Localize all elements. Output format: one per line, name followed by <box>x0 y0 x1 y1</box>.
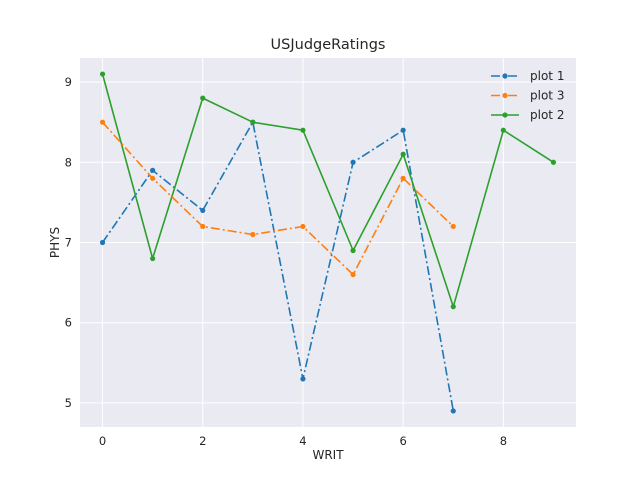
legend-marker <box>502 73 508 79</box>
data-point <box>99 119 106 125</box>
data-point <box>150 255 156 262</box>
data-point <box>350 271 356 278</box>
legend-item: plot 1 <box>491 69 564 83</box>
data-point <box>400 127 406 133</box>
x-tick-label: 6 <box>399 434 406 448</box>
x-axis-label: WRIT <box>312 448 344 462</box>
x-tick-label: 4 <box>299 434 306 448</box>
data-point <box>450 223 456 230</box>
legend-label: plot 1 <box>530 69 564 83</box>
y-tick-label: 7 <box>65 236 72 250</box>
series-line-plot-2 <box>101 73 554 308</box>
series-plot-2 <box>99 71 557 310</box>
legend-marker <box>502 92 508 99</box>
data-point <box>500 127 506 133</box>
y-tick-label: 5 <box>65 396 72 410</box>
data-point <box>250 231 256 238</box>
data-point <box>400 175 406 181</box>
tick-labels: 0 2 4 6 8 5 6 7 8 9 <box>65 75 507 448</box>
data-point <box>200 207 206 214</box>
legend-item: plot 3 <box>491 89 564 103</box>
legend-marker <box>502 112 508 118</box>
legend: plot 1 plot 3 plot 2 <box>491 69 564 122</box>
x-tick-label: 8 <box>500 434 507 448</box>
x-tick-label: 0 <box>99 434 106 448</box>
data-point <box>450 304 456 310</box>
chart-title: USJudgeRatings <box>271 37 386 53</box>
data-point <box>150 167 156 173</box>
data-point <box>550 159 557 165</box>
x-tick-label: 2 <box>199 434 206 448</box>
legend-item: plot 2 <box>491 108 564 122</box>
grid-lines <box>80 58 576 427</box>
data-point <box>350 247 356 254</box>
series-line-plot-3 <box>101 121 454 276</box>
data-point <box>450 408 456 414</box>
data-point <box>200 223 206 230</box>
y-tick-label: 6 <box>65 316 72 330</box>
series-layer <box>99 71 557 414</box>
data-point <box>300 223 306 230</box>
series-plot-3 <box>99 119 456 278</box>
y-tick-label: 8 <box>65 155 72 169</box>
legend-label: plot 3 <box>530 89 564 103</box>
legend-label: plot 2 <box>530 108 564 122</box>
data-point <box>400 151 406 157</box>
data-point <box>99 71 106 77</box>
data-point <box>200 95 206 101</box>
data-point <box>300 127 306 133</box>
data-point <box>350 159 356 165</box>
data-point <box>150 175 156 181</box>
data-point <box>99 239 106 246</box>
series-line-plot-1 <box>101 121 455 412</box>
y-tick-label: 9 <box>65 75 72 89</box>
data-point <box>300 376 306 382</box>
data-point <box>250 119 256 125</box>
y-axis-label: PHYS <box>48 227 62 258</box>
